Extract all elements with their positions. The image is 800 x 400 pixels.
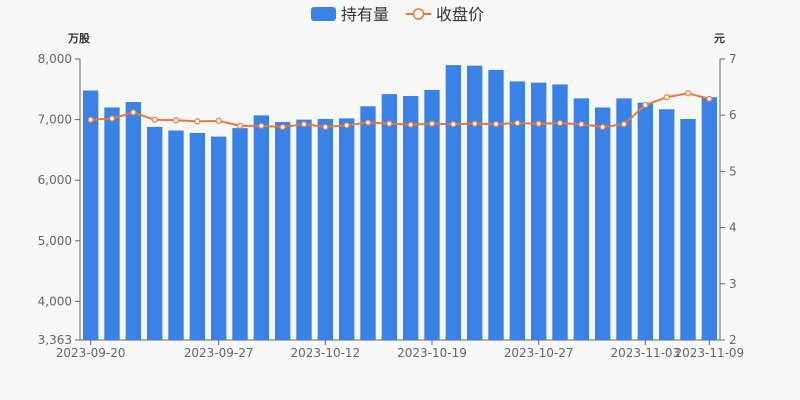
price-point[interactable]	[151, 116, 158, 123]
price-point[interactable]	[215, 117, 222, 124]
price-line	[90, 92, 710, 129]
price-point[interactable]	[428, 120, 436, 127]
price-point[interactable]	[706, 95, 713, 103]
right-axis-ticks: 2 3 4 5 6 7	[720, 52, 737, 347]
right-axis-unit: 元	[714, 32, 725, 45]
right-tick-label: 5	[729, 164, 737, 178]
price-point[interactable]	[279, 123, 286, 131]
price-point[interactable]	[343, 122, 350, 129]
price-point[interactable]	[130, 109, 137, 116]
left-tick-label: 4,000	[38, 294, 72, 308]
left-tick-label: 3,363	[38, 333, 72, 347]
holding-bar[interactable]	[616, 98, 632, 340]
holding-bar[interactable]	[445, 65, 462, 341]
right-tick-label: 2	[729, 333, 737, 347]
holding-bar[interactable]	[125, 102, 142, 340]
x-tick-label: 2023-09-20	[56, 346, 126, 360]
holding-bar[interactable]	[530, 82, 547, 340]
holding-bar[interactable]	[253, 115, 270, 340]
holding-bar[interactable]	[424, 89, 440, 340]
holding-bar[interactable]	[466, 65, 483, 340]
left-tick-label: 7,000	[38, 113, 72, 127]
right-tick-label: 7	[729, 52, 737, 66]
left-tick-label: 8,000	[38, 52, 72, 66]
price-point[interactable]	[407, 121, 414, 128]
x-tick-label: 2023-10-12	[290, 346, 360, 360]
left-tick-label: 5,000	[38, 234, 72, 248]
legend[interactable]: 持有量 收盘价	[311, 5, 484, 24]
x-tick-label: 2023-09-27	[184, 346, 254, 360]
holding-bar[interactable]	[82, 90, 99, 341]
left-tick-label: 6,000	[38, 173, 72, 187]
holding-bar[interactable]	[104, 107, 120, 341]
price-point[interactable]	[599, 123, 606, 131]
right-tick-label: 6	[729, 108, 737, 122]
right-tick-label: 4	[729, 221, 737, 235]
legend-line-marker	[412, 8, 425, 20]
price-point[interactable]	[663, 94, 670, 101]
left-axis-ticks: 3,363 4,000 5,000 6,000 7,000 8,000	[38, 52, 80, 347]
holding-bar[interactable]	[637, 102, 654, 341]
x-tick-label: 2023-10-19	[397, 346, 467, 360]
holding-bar[interactable]	[594, 107, 611, 341]
price-point[interactable]	[492, 121, 500, 128]
price-point[interactable]	[108, 115, 116, 122]
price-point[interactable]	[514, 119, 521, 127]
price-point[interactable]	[236, 122, 244, 129]
holding-bar[interactable]	[274, 122, 291, 341]
holding-bar[interactable]	[552, 84, 568, 340]
price-point[interactable]	[322, 123, 329, 131]
holding-bar[interactable]	[317, 118, 334, 340]
holding-bar[interactable]	[509, 81, 526, 341]
price-point[interactable]	[684, 90, 692, 97]
legend-bar-swatch	[311, 7, 336, 21]
price-point[interactable]	[172, 117, 180, 124]
price-point[interactable]	[194, 118, 201, 125]
x-tick-label: 2023-11-09	[674, 346, 744, 360]
price-point[interactable]	[364, 119, 372, 126]
x-tick-label: 2023-11-03	[610, 346, 680, 360]
holding-bar[interactable]	[488, 69, 504, 341]
holding-bar[interactable]	[360, 106, 376, 340]
holding-bar[interactable]	[338, 118, 355, 340]
price-point[interactable]	[300, 121, 308, 128]
price-point[interactable]	[386, 120, 393, 127]
holding-bar[interactable]	[168, 130, 184, 340]
price-point[interactable]	[535, 120, 542, 127]
bar-series	[82, 65, 718, 341]
legend-line-label: 收盘价	[436, 5, 484, 24]
line-series	[87, 90, 713, 131]
price-point[interactable]	[642, 101, 649, 109]
holding-bar[interactable]	[701, 97, 718, 340]
price-point[interactable]	[258, 122, 265, 129]
holding-bar[interactable]	[189, 132, 206, 340]
x-axis-ticks: 2023-09-20 2023-09-27 2023-10-12 2023-10-19…	[56, 340, 744, 360]
x-tick-label: 2023-10-27	[504, 346, 574, 360]
holding-bar[interactable]	[232, 128, 248, 340]
right-tick-label: 3	[729, 277, 737, 291]
price-point[interactable]	[620, 121, 628, 128]
price-point[interactable]	[450, 121, 457, 128]
left-axis-unit: 万股	[67, 32, 91, 45]
holding-bar[interactable]	[680, 118, 696, 340]
holding-bar[interactable]	[146, 126, 163, 341]
holding-bar[interactable]	[573, 98, 590, 340]
price-point[interactable]	[471, 120, 478, 127]
holding-bar[interactable]	[658, 109, 675, 340]
holding-bar[interactable]	[402, 95, 419, 340]
legend-bar-label: 持有量	[341, 5, 389, 24]
price-point[interactable]	[87, 116, 94, 123]
holding-bar[interactable]	[210, 136, 227, 340]
holding-bar[interactable]	[381, 94, 398, 340]
price-point[interactable]	[556, 119, 564, 127]
holding-bar[interactable]	[296, 119, 312, 341]
price-point[interactable]	[578, 121, 585, 128]
